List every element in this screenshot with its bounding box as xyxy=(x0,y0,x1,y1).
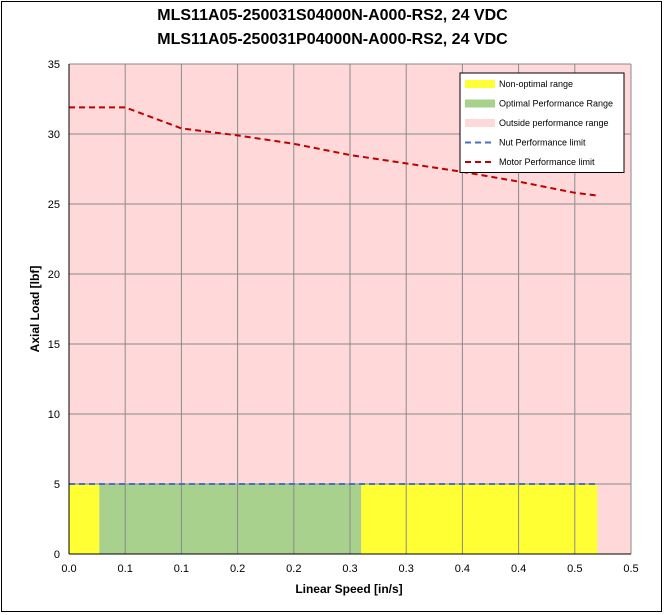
y-tick-label: 25 xyxy=(48,199,60,211)
legend-label-outside-performance-range: Outside performance range xyxy=(499,118,609,128)
y-tick-label: 35 xyxy=(48,59,60,71)
y-tick-label: 15 xyxy=(48,339,60,351)
x-tick-label: 0.2 xyxy=(286,563,301,575)
y-tick-label: 0 xyxy=(54,549,60,561)
region-optimal-performance-range-2 xyxy=(99,484,362,554)
legend-label-optimal-performance-range: Optimal Performance Range xyxy=(499,99,613,109)
y-tick-label: 10 xyxy=(48,409,60,421)
legend-label-non-optimal-range: Non-optimal range xyxy=(499,79,573,89)
x-tick-label: 0.1 xyxy=(174,563,189,575)
legend: Non-optimal range Optimal Performance Ran… xyxy=(459,72,625,173)
x-tick-label: 0.4 xyxy=(511,563,526,575)
region-non-optimal-range-1 xyxy=(69,484,100,554)
x-axis-label: Linear Speed [in/s] xyxy=(295,582,402,596)
x-tick-label: 0.4 xyxy=(455,563,470,575)
legend-swatch-optimal-performance-range xyxy=(465,99,495,108)
region-non-optimal-range-3 xyxy=(361,484,598,554)
y-tick-label: 30 xyxy=(48,129,60,141)
x-tick-label: 0.3 xyxy=(399,563,414,575)
x-tick-label: 0.1 xyxy=(118,563,133,575)
x-tick-label: 0.5 xyxy=(567,563,582,575)
y-tick-label: 5 xyxy=(54,479,60,491)
x-tick-label: 0.2 xyxy=(230,563,245,575)
legend-label-nut-performance-limit: Nut Performance limit xyxy=(499,138,586,148)
legend-swatch-non-optimal-range xyxy=(465,80,495,88)
y-tick-label: 20 xyxy=(48,269,60,281)
x-tick-label: 0.5 xyxy=(623,563,638,575)
legend-swatch-outside-performance-range xyxy=(465,119,495,127)
chart-title-line-2: MLS11A05-250031P04000N-A000-RS2, 24 VDC xyxy=(157,31,508,48)
x-tick-label: 0.3 xyxy=(342,563,357,575)
y-axis-label: Axial Load [lbf] xyxy=(28,266,42,353)
chart-title-line-1: MLS11A05-250031S04000N-A000-RS2, 24 VDC xyxy=(157,7,508,24)
series-motor-performance-limit xyxy=(69,106,598,197)
legend-label-motor-performance-limit: Motor Performance limit xyxy=(499,157,595,167)
x-tick-label: 0.0 xyxy=(61,563,76,575)
